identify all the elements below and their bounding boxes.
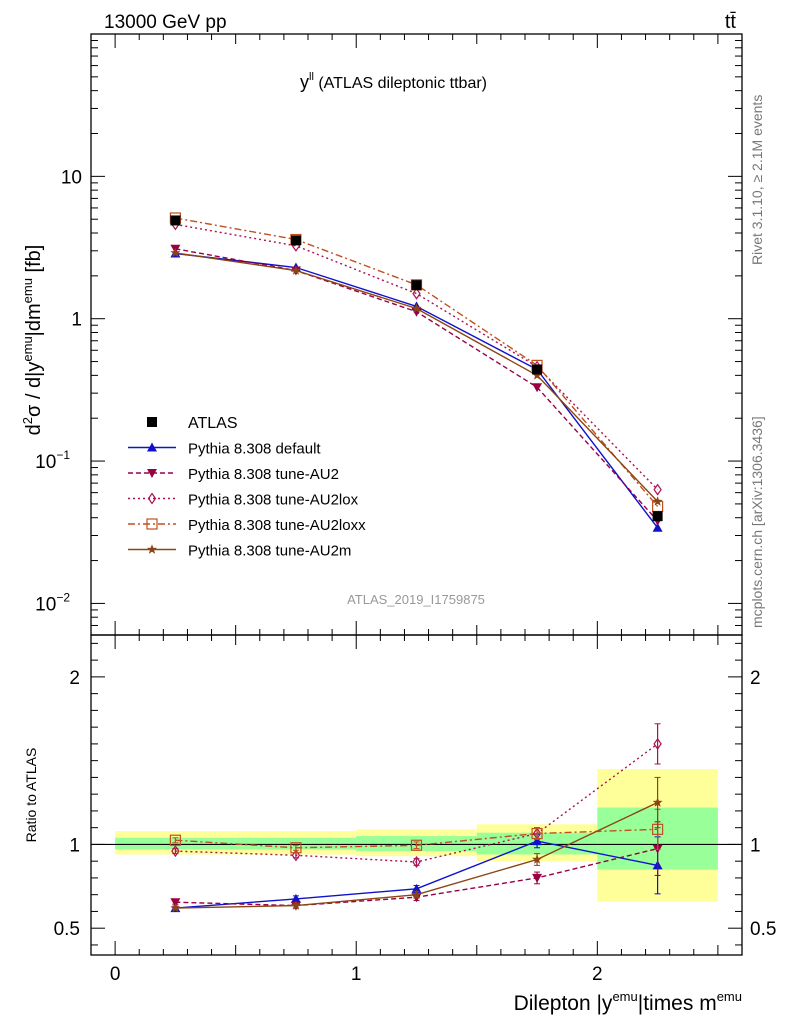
legend-marker-4 — [147, 544, 157, 554]
data-point-0 — [170, 215, 181, 226]
ratio-frame — [90, 634, 743, 956]
data-series — [170, 215, 663, 522]
band-inner-1 — [235, 837, 357, 850]
mcplots-label: mcplots.cern.ch [arXiv:1306.3436] — [749, 416, 765, 628]
series-point-4-0 — [170, 247, 181, 258]
ratio-point-3-3 — [531, 827, 543, 840]
x-tick-label: 2 — [592, 964, 603, 985]
ratio-axis-label: Ratio to ATLAS — [23, 748, 39, 843]
energy-label: 13000 GeV pp — [104, 12, 227, 33]
y-axis-label: d2σ / d|yemu|dmemu [fb] — [20, 245, 45, 436]
legend-label-0: Pythia 8.308 default — [188, 441, 321, 458]
ratio-point-2-4 — [653, 737, 662, 750]
data-point-2 — [411, 280, 422, 291]
ratio-point-2-0 — [171, 845, 180, 858]
legend-label-3: Pythia 8.308 tune-AU2loxx — [188, 517, 366, 534]
series-point-4-1 — [291, 265, 301, 275]
ratio-point-4-1 — [291, 900, 301, 910]
legend-label-4: Pythia 8.308 tune-AU2m — [188, 543, 351, 560]
chart-marks — [169, 212, 664, 913]
ratio-point-4-3 — [532, 854, 542, 864]
legend-label-2: Pythia 8.308 tune-AU2lox — [188, 492, 359, 509]
ratio-point-2-1 — [291, 849, 301, 862]
series-1 — [170, 244, 663, 911]
series-point-1-3 — [532, 383, 543, 393]
ratio-tick-label: 2 — [69, 668, 80, 689]
series-point-4-3 — [532, 370, 542, 380]
legend-marker-0 — [147, 442, 157, 452]
legend-label-1: Pythia 8.308 tune-AU2 — [188, 466, 339, 483]
ratio-point-1-3 — [532, 873, 543, 883]
ratio-point-2-2 — [412, 855, 421, 869]
data-point-3 — [532, 364, 543, 375]
series-point-2-2 — [412, 287, 421, 300]
legend-marker-3 — [146, 518, 158, 530]
ratio-tick-label: 1 — [69, 835, 80, 856]
ratio-tick-label-right: 1 — [750, 835, 761, 856]
data-point-4 — [652, 511, 663, 522]
series-0 — [170, 248, 663, 913]
analysis-label: ATLAS_2019_I1759875 — [347, 592, 485, 607]
x-axis-label: Dilepton |yemu|times memu — [514, 989, 742, 1015]
y-tick-label: 10 — [61, 167, 82, 188]
ratio-point-1-0 — [170, 898, 181, 908]
legend-marker-data — [147, 417, 157, 427]
ratio-point-0-1 — [290, 893, 301, 903]
y-tick-label: 10−2 — [35, 590, 70, 615]
rivet-label: Rivet 3.1.10, ≥ 2.1M events — [749, 95, 765, 265]
data-point-1 — [290, 235, 301, 246]
ratio-point-0-2 — [411, 883, 422, 893]
x-tick-label: 1 — [351, 964, 362, 985]
process-label: tt̄ — [725, 11, 737, 33]
x-tick-label: 0 — [110, 964, 121, 985]
title-main: y — [300, 72, 309, 92]
title-rest: (ATLAS dileptonic ttbar) — [314, 75, 487, 92]
ratio-point-3-1 — [290, 842, 302, 854]
y-tick-label: 1 — [71, 310, 82, 331]
ratio-tick-label-right: 0.5 — [750, 919, 776, 940]
band-inner-0 — [115, 837, 236, 850]
title-sup: ll — [309, 71, 314, 83]
ratio-bands — [91, 769, 742, 902]
ratio-tick-label-right: 2 — [750, 668, 761, 689]
ratio-point-3-2 — [410, 839, 423, 851]
ratio-point-4-4 — [652, 797, 663, 807]
series-point-0-4 — [652, 522, 663, 532]
plot-title: yll (ATLAS dileptonic ttbar) — [300, 71, 487, 92]
series-line-2 — [175, 223, 659, 491]
y-tick-label: 10−1 — [35, 448, 70, 473]
ratio-point-0-3 — [532, 836, 543, 846]
series-point-2-4 — [653, 483, 662, 496]
series-line-0 — [175, 252, 659, 529]
ratio-tick-label: 0.5 — [54, 919, 80, 940]
axis-ticks: 10 1 10−1 10−2 0 1 2 0.5 0.5 1 1 2 2 — [35, 33, 776, 985]
ratio-point-4-0 — [170, 902, 181, 913]
series-point-4-4 — [652, 496, 663, 506]
legend: ATLAS Pythia 8.308 default Pythia 8.308 tu… — [128, 415, 366, 560]
ratio-point-4-2 — [411, 889, 422, 899]
legend-label-data: ATLAS — [188, 415, 238, 432]
series-point-4-2 — [411, 303, 422, 313]
ratio-point-3-0 — [169, 834, 181, 846]
legend-marker-1 — [147, 469, 157, 478]
legend-marker-2 — [147, 492, 157, 505]
series-4 — [170, 247, 663, 913]
